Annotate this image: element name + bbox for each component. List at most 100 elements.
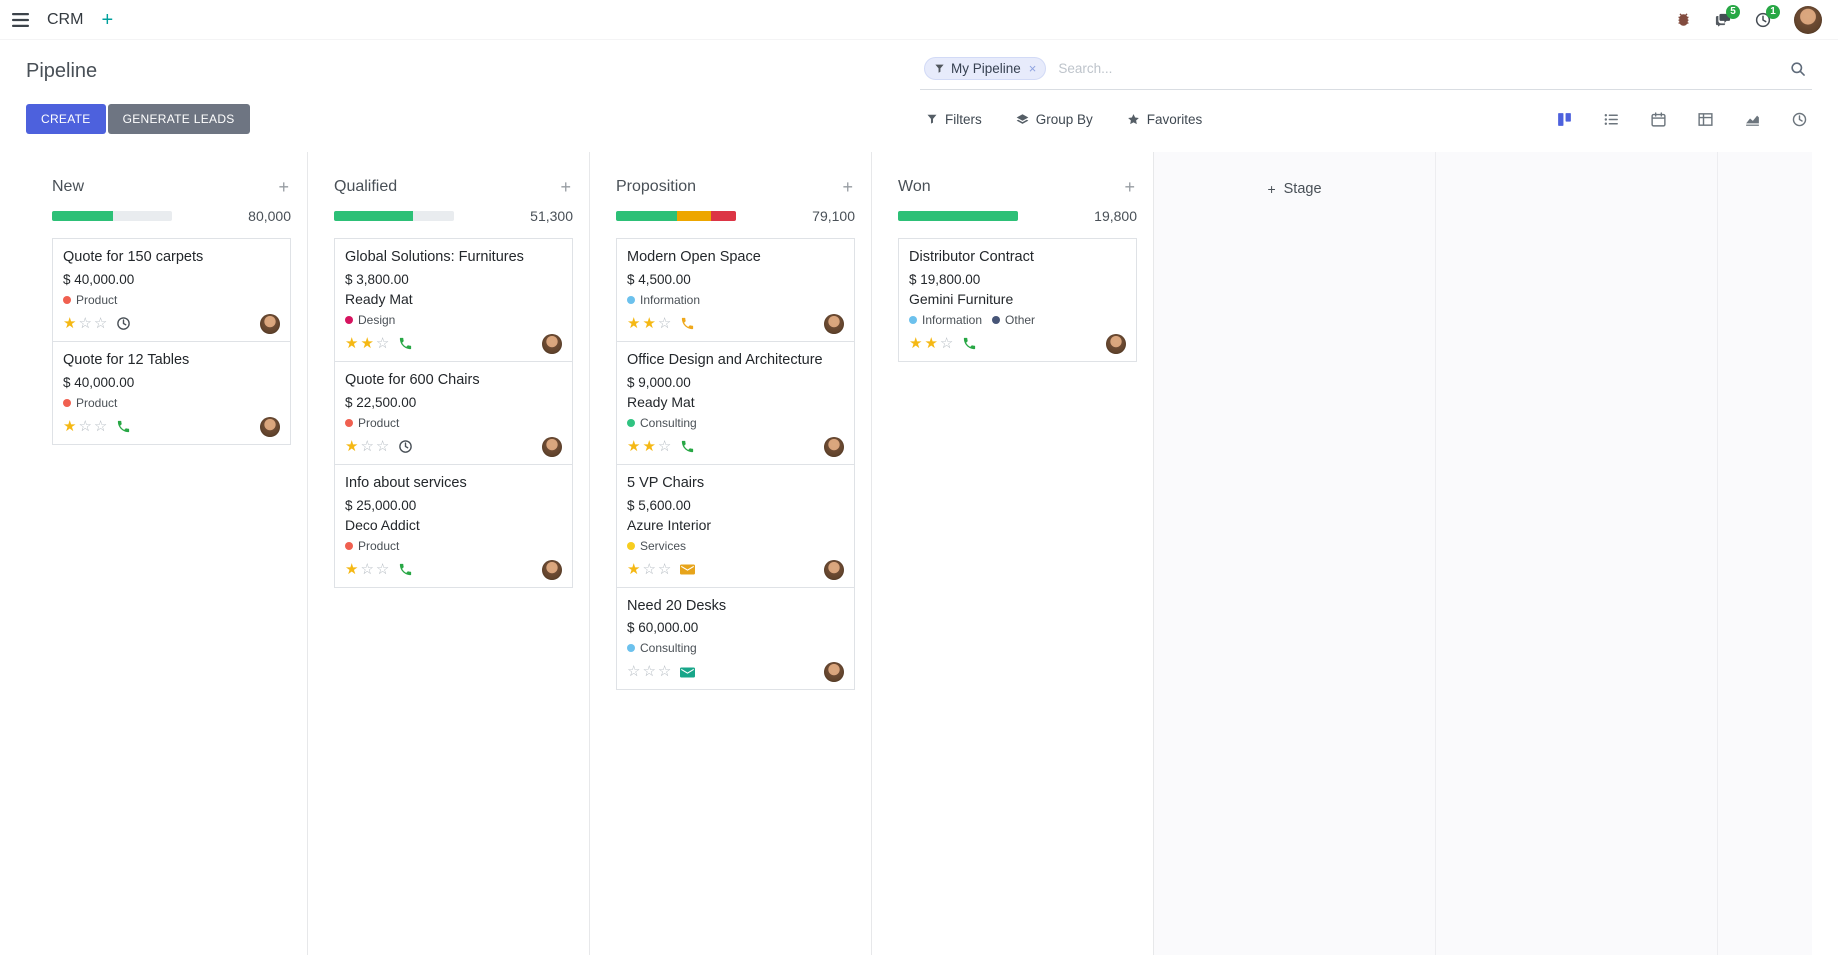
column-quick-add-button[interactable]: + [278, 177, 289, 197]
star-empty-icon[interactable]: ☆ [939, 334, 954, 352]
column-progressbar[interactable] [334, 211, 454, 221]
activity-phone-icon[interactable] [116, 419, 131, 434]
kanban-card[interactable]: Global Solutions: Furnitures $ 3,800.00 … [334, 238, 573, 362]
kanban-card[interactable]: Distributor Contract $ 19,800.00 Gemini … [898, 238, 1137, 362]
view-calendar-button[interactable] [1650, 111, 1667, 128]
column-progressbar[interactable] [616, 211, 736, 221]
star-filled-icon[interactable]: ★ [627, 560, 641, 578]
progress-segment[interactable] [616, 211, 678, 221]
star-filled-icon[interactable]: ★ [642, 437, 656, 455]
debug-bug-icon[interactable] [1675, 11, 1692, 28]
search-facet-chip[interactable]: My Pipeline × [924, 57, 1047, 80]
card-priority-stars[interactable]: ★ ★ ☆ [345, 335, 389, 353]
messages-icon[interactable]: 5 [1714, 5, 1740, 28]
view-graph-button[interactable] [1744, 111, 1761, 128]
star-empty-icon[interactable]: ☆ [93, 417, 108, 435]
kanban-card[interactable]: Need 20 Desks $ 60,000.00 Consulting ☆ ☆ ☆ [616, 586, 855, 691]
star-empty-icon[interactable]: ☆ [657, 437, 672, 455]
star-filled-icon[interactable]: ★ [63, 417, 77, 435]
facet-remove-close-icon[interactable]: × [1028, 61, 1037, 76]
activity-phone-icon[interactable] [962, 336, 977, 351]
card-priority-stars[interactable]: ★ ★ ☆ [627, 438, 671, 456]
card-priority-stars[interactable]: ★ ★ ☆ [909, 335, 953, 353]
star-empty-icon[interactable]: ☆ [375, 334, 390, 352]
star-filled-icon[interactable]: ★ [924, 334, 938, 352]
star-filled-icon[interactable]: ★ [627, 314, 641, 332]
column-quick-add-button[interactable]: + [842, 177, 853, 197]
star-empty-icon[interactable]: ☆ [375, 560, 390, 578]
star-filled-icon[interactable]: ★ [345, 334, 359, 352]
card-priority-stars[interactable]: ★ ☆ ☆ [63, 418, 107, 436]
activity-phone-icon[interactable] [680, 316, 695, 331]
card-priority-stars[interactable]: ☆ ☆ ☆ [627, 663, 671, 681]
kanban-card[interactable]: Modern Open Space $ 4,500.00 Information… [616, 238, 855, 342]
activity-clock-icon[interactable] [116, 316, 131, 331]
activity-phone-icon[interactable] [398, 336, 413, 351]
card-priority-stars[interactable]: ★ ☆ ☆ [627, 561, 671, 579]
star-empty-icon[interactable]: ☆ [657, 560, 672, 578]
kanban-card[interactable]: Quote for 600 Chairs $ 22,500.00 Product… [334, 360, 573, 465]
star-empty-icon[interactable]: ☆ [642, 663, 656, 681]
progress-segment[interactable] [52, 211, 114, 221]
star-empty-icon[interactable]: ☆ [627, 663, 641, 681]
view-kanban-button[interactable] [1556, 111, 1573, 128]
star-filled-icon[interactable]: ★ [627, 437, 641, 455]
card-priority-stars[interactable]: ★ ☆ ☆ [345, 561, 389, 579]
group-by-button[interactable]: Group By [1016, 112, 1093, 127]
generate-leads-button[interactable]: GENERATE LEADS [107, 104, 250, 134]
star-filled-icon[interactable]: ★ [345, 560, 359, 578]
star-empty-icon[interactable]: ☆ [93, 314, 108, 332]
star-empty-icon[interactable]: ☆ [360, 560, 374, 578]
kanban-card[interactable]: 5 VP Chairs $ 5,600.00 Azure Interior Se… [616, 463, 855, 588]
search-input[interactable] [1056, 60, 1780, 77]
kanban-card[interactable]: Info about services $ 25,000.00 Deco Add… [334, 463, 573, 588]
kanban-card[interactable]: Office Design and Architecture $ 9,000.0… [616, 340, 855, 465]
quick-create-icon[interactable]: + [101, 8, 114, 31]
progress-segment[interactable] [710, 211, 736, 221]
activities-clock-icon[interactable]: 1 [1754, 4, 1780, 29]
star-filled-icon[interactable]: ★ [63, 314, 77, 332]
app-name[interactable]: CRM [47, 10, 84, 28]
star-empty-icon[interactable]: ☆ [78, 417, 92, 435]
view-activity-button[interactable] [1791, 111, 1808, 128]
star-empty-icon[interactable]: ☆ [78, 314, 92, 332]
activity-phone-icon[interactable] [680, 439, 695, 454]
search-magnifier-icon[interactable] [1790, 61, 1806, 77]
star-empty-icon[interactable]: ☆ [360, 437, 374, 455]
card-priority-stars[interactable]: ★ ☆ ☆ [63, 315, 107, 333]
star-empty-icon[interactable]: ☆ [657, 663, 672, 681]
star-empty-icon[interactable]: ☆ [657, 314, 672, 332]
create-button[interactable]: CREATE [26, 104, 106, 134]
column-quick-add-button[interactable]: + [560, 177, 571, 197]
activity-phone-icon[interactable] [398, 562, 413, 577]
search-bar[interactable]: My Pipeline × [920, 54, 1812, 90]
column-quick-add-button[interactable]: + [1124, 177, 1135, 197]
kanban-card[interactable]: Quote for 12 Tables $ 40,000.00 Product … [52, 340, 291, 445]
activity-envelope-icon[interactable] [680, 563, 696, 576]
tag-label: Product [76, 292, 118, 307]
activity-clock-icon[interactable] [398, 439, 413, 454]
kanban-column: Won + 19,800 Distributor Contract $ 19,8… [872, 152, 1154, 955]
star-filled-icon[interactable]: ★ [360, 334, 374, 352]
card-priority-stars[interactable]: ★ ★ ☆ [627, 315, 671, 333]
progress-segment[interactable] [898, 211, 1018, 221]
kanban-card[interactable]: Quote for 150 carpets $ 40,000.00 Produc… [52, 238, 291, 342]
filters-button[interactable]: Filters [926, 112, 982, 127]
star-empty-icon[interactable]: ☆ [642, 560, 656, 578]
star-filled-icon[interactable]: ★ [642, 314, 656, 332]
star-filled-icon[interactable]: ★ [909, 334, 923, 352]
apps-menu-icon[interactable] [12, 12, 29, 27]
favorites-button[interactable]: Favorites [1127, 112, 1202, 127]
card-priority-stars[interactable]: ★ ☆ ☆ [345, 438, 389, 456]
activity-envelope-icon[interactable] [680, 666, 696, 679]
view-pivot-button[interactable] [1697, 111, 1714, 128]
add-stage-button[interactable]: + Stage [1261, 180, 1327, 198]
star-filled-icon[interactable]: ★ [345, 437, 359, 455]
column-progressbar[interactable] [52, 211, 172, 221]
view-list-button[interactable] [1603, 111, 1620, 128]
user-avatar[interactable] [1794, 5, 1822, 34]
star-empty-icon[interactable]: ☆ [375, 437, 390, 455]
progress-segment[interactable] [334, 211, 414, 221]
column-progressbar[interactable] [898, 211, 1018, 221]
progress-segment[interactable] [677, 211, 711, 221]
